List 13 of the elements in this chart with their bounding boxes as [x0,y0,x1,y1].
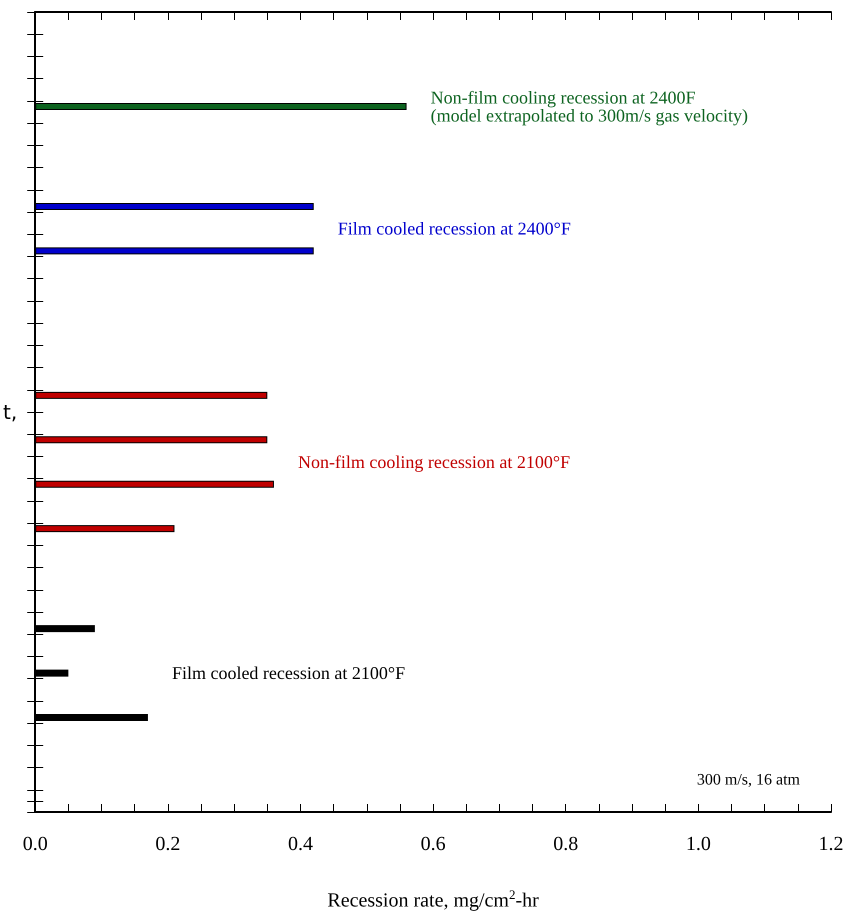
text: Film cooled recession at 2100°F [172,663,406,684]
annotation: 300 m/s, 16 atm [696,772,801,788]
x-tick-label: 0.4 [288,833,313,855]
x-tick-label: 1.2 [818,833,844,855]
x-tick-label: 1.0 [686,833,711,855]
x-tick-label: 0.8 [553,833,578,855]
y-axis-title: t, [2,400,18,424]
series-label: Non-film cooling recession at 2100°F [298,452,570,472]
series-label: Non-film cooling recession at 2400F (model extrapolated to 300m/s gas velocity) [430,87,748,126]
x-tick-label: 0.6 [420,833,446,855]
x-tick-label: 0.2 [155,833,180,855]
x-tick-label: 0.0 [22,833,48,855]
series-label: Film cooled recession at 2400°F [338,218,571,239]
